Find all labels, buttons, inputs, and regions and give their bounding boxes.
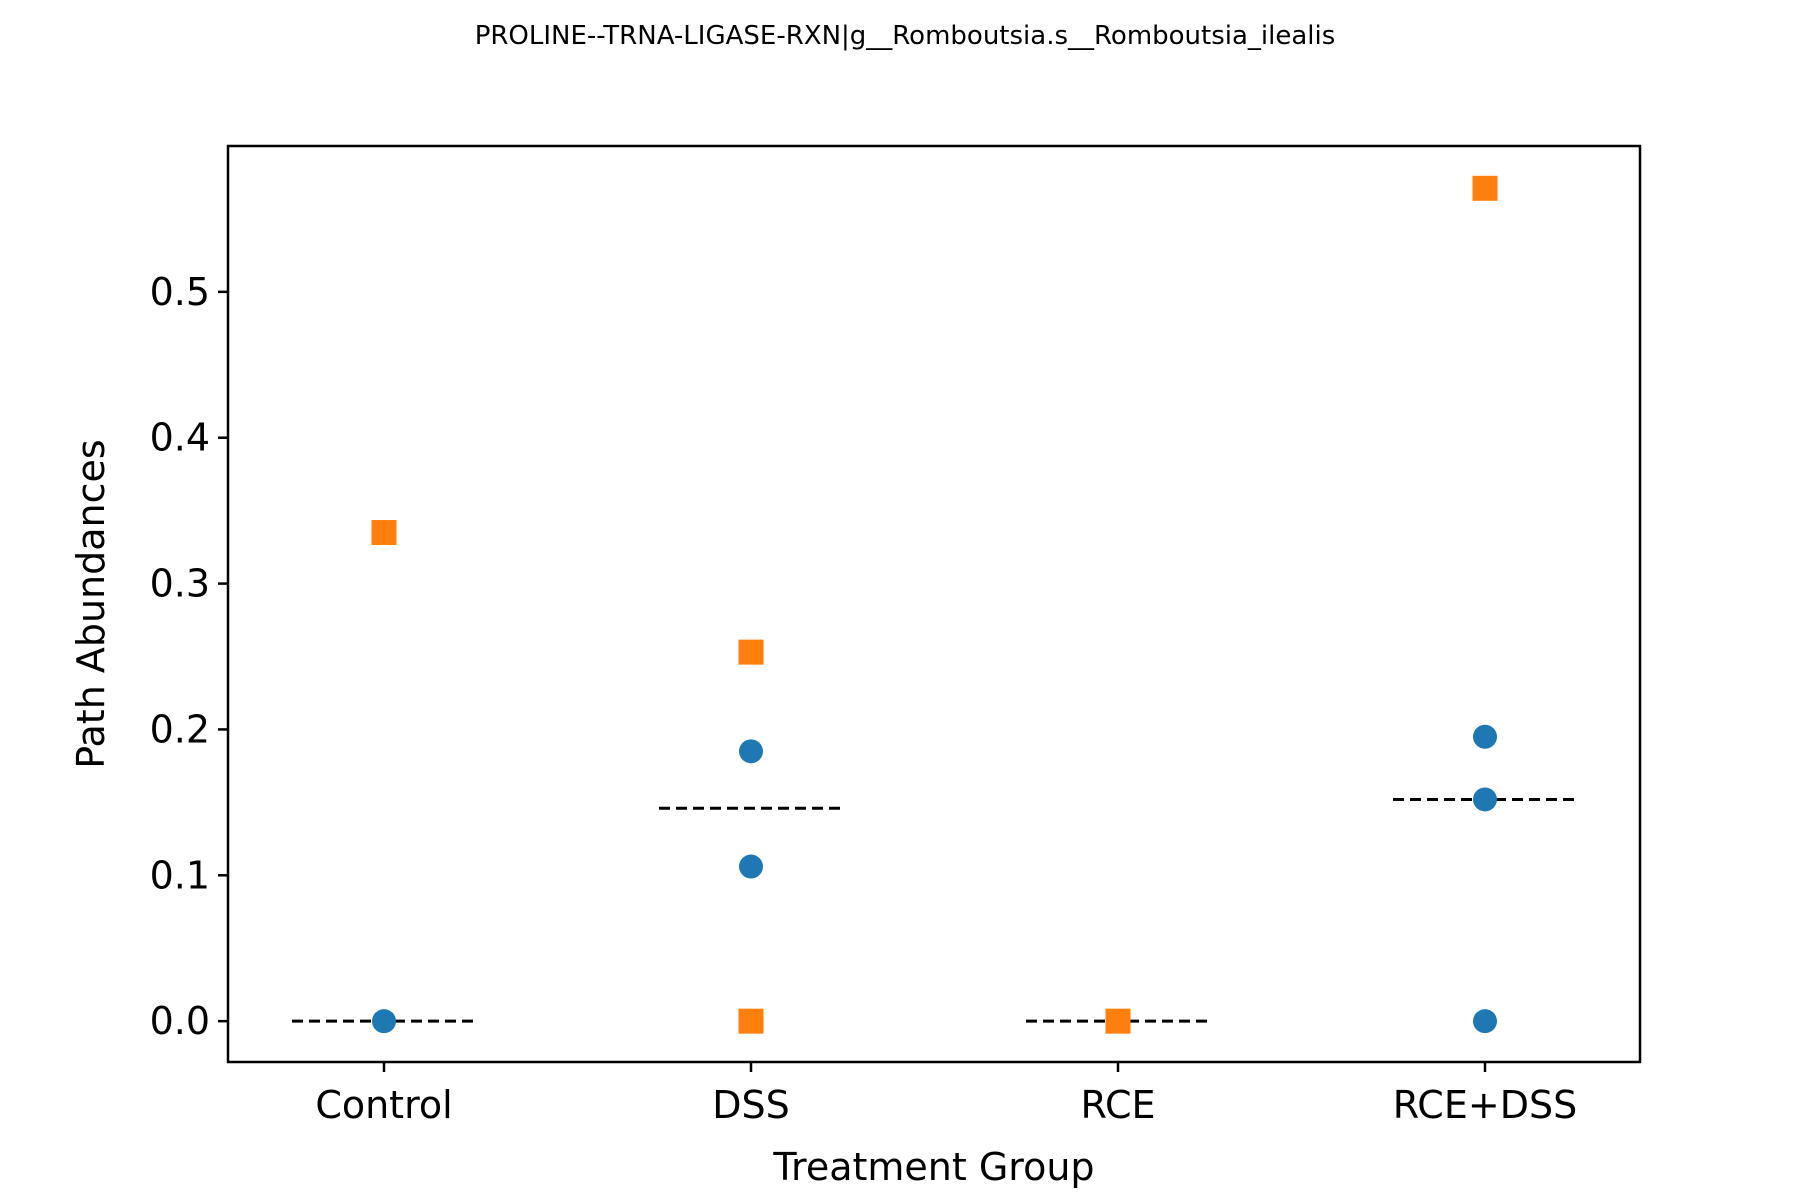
y-tick-label: 0.2 (150, 707, 210, 751)
chart-title: PROLINE--TRNA-LIGASE-RXN|g__Romboutsia.s… (475, 21, 1336, 51)
x-tick-label: Control (315, 1083, 452, 1127)
y-axis-label: Path Abundances (69, 439, 113, 768)
y-tick-label: 0.4 (150, 416, 210, 460)
data-point-circle (1473, 787, 1497, 812)
data-point-square (371, 520, 397, 546)
plot-area (292, 175, 1577, 1034)
x-axis-label: Treatment Group (772, 1145, 1094, 1189)
x-tick-label: DSS (712, 1083, 790, 1127)
data-point-circle (1473, 724, 1497, 749)
data-point-square (738, 1008, 764, 1034)
data-point-circle (372, 1009, 396, 1034)
y-tick-label: 0.1 (150, 853, 210, 897)
y-tick-label: 0.0 (150, 999, 210, 1043)
y-tick-label: 0.3 (150, 562, 210, 606)
axes: Control DSS RCE RCE+DSS 0.0 0.1 0.2 0.3 0.4 0.5 (150, 270, 1578, 1127)
y-tick-label: 0.5 (150, 270, 210, 314)
plot-frame (226, 144, 1642, 1064)
data-point-square (1105, 1008, 1131, 1034)
data-point-circle (1473, 1009, 1497, 1034)
data-point-circle (739, 854, 763, 879)
data-point-square (738, 639, 764, 665)
x-tick-label: RCE (1080, 1083, 1155, 1127)
x-tick-label: RCE+DSS (1393, 1083, 1577, 1127)
data-point-circle (739, 739, 763, 764)
data-point-square (1472, 175, 1498, 201)
